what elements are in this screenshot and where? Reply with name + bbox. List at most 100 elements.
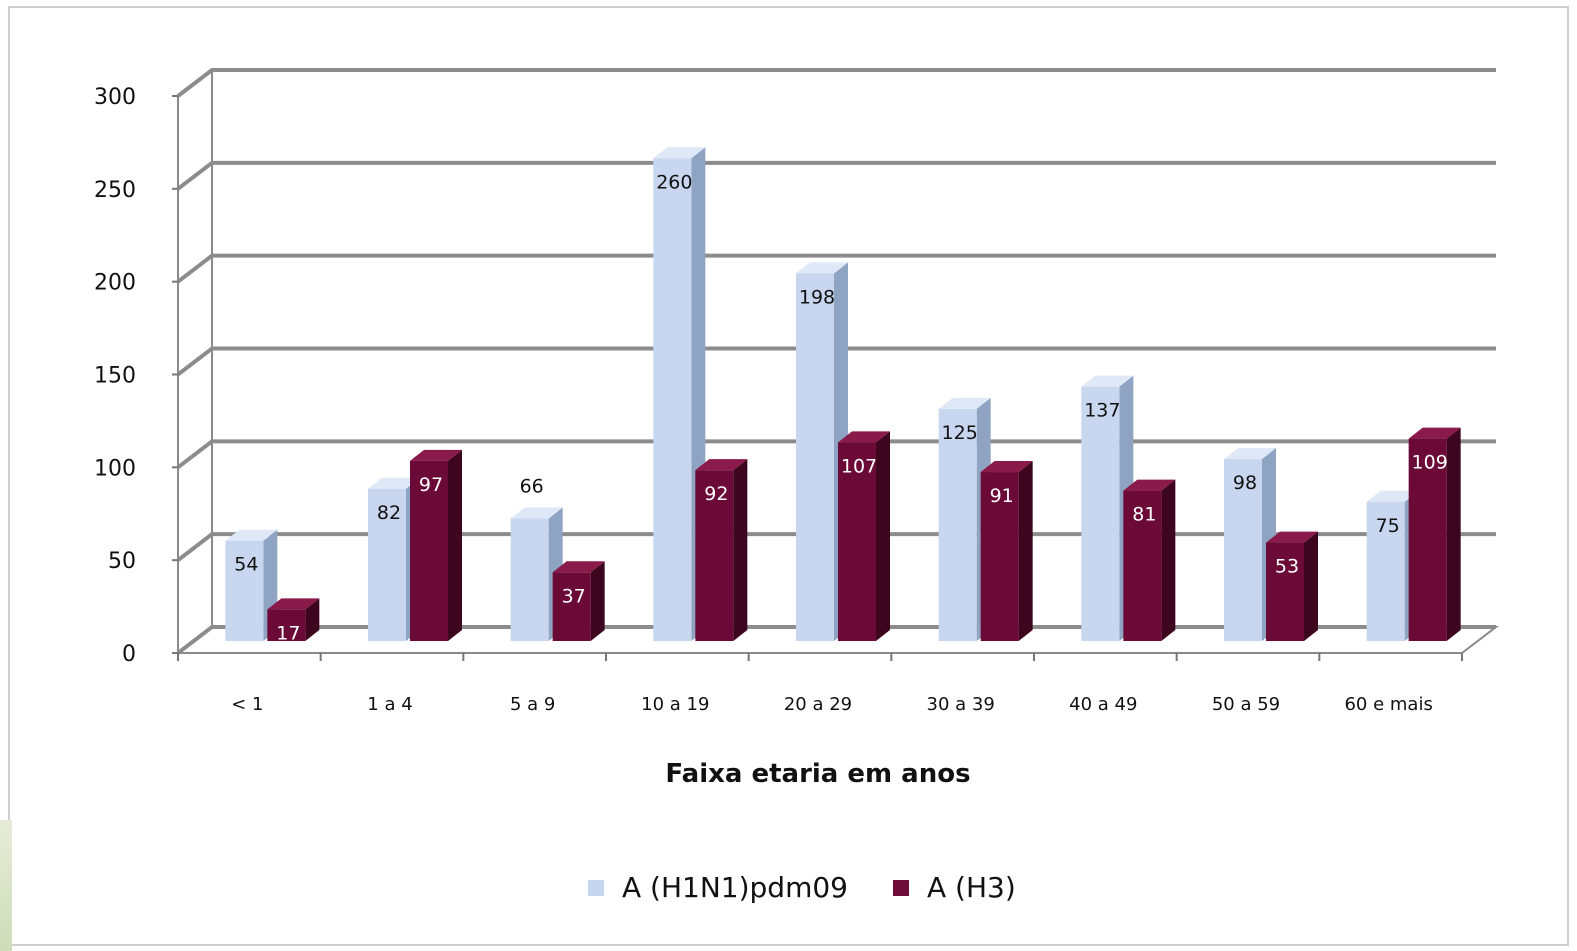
bar-front: [1366, 501, 1405, 641]
bar-top: [1366, 490, 1419, 502]
gridline: [176, 68, 1496, 98]
bar-front: [695, 470, 734, 641]
y-axis-ticks: 0 50 100 150 200 250 300: [94, 85, 178, 667]
x-category-label: 60 e mais: [1344, 694, 1432, 715]
bar-top: [1224, 448, 1276, 460]
bar: [267, 598, 320, 641]
data-label: 53: [1275, 556, 1299, 578]
data-label: 260: [656, 171, 692, 193]
data-label: 137: [1084, 400, 1120, 422]
data-label: 98: [1233, 472, 1257, 494]
gridline: [176, 253, 1496, 284]
bar: [1266, 531, 1318, 641]
gridlines: [176, 68, 1496, 655]
data-label: 107: [841, 455, 877, 477]
bar-front: [938, 408, 977, 641]
bar-front: [1081, 386, 1120, 641]
bars: 54 17 82 97 66 37 260 92 198 107 125 91 137 81 98 53 75 1…: [225, 147, 1461, 644]
bar-top: [980, 461, 1033, 473]
bar-front: [838, 442, 876, 641]
bar-side: [1446, 427, 1461, 641]
bar-top: [267, 598, 320, 610]
data-label: 91: [990, 485, 1014, 507]
x-category-label: < 1: [231, 694, 263, 715]
gridline: [176, 532, 1496, 562]
data-label: 109: [1412, 452, 1448, 474]
y-tick-label: 200: [94, 271, 136, 296]
legend: A (H1N1)pdm09 A (H3): [588, 871, 1016, 904]
bar-front: [267, 609, 306, 641]
data-label: 82: [377, 502, 401, 524]
bar-side: [305, 598, 320, 641]
bar-front: [1266, 542, 1304, 641]
bar-front: [225, 540, 264, 641]
bar-front: [1408, 438, 1447, 641]
gridline: [176, 160, 1496, 191]
x-axis-title: Faixa etaria em anos: [665, 759, 970, 789]
bar-side: [1018, 461, 1033, 641]
bar: [1123, 479, 1176, 641]
legend-swatch: [893, 880, 909, 896]
bar-front: [980, 472, 1019, 641]
decorative-edge: [0, 820, 12, 951]
x-axis-categories: < 1 1 a 4 5 a 9 10 a 19 20 a 29 30 a 39 40 a 4…: [177, 653, 1463, 715]
bar-top: [1266, 531, 1318, 543]
y-tick-label: 150: [94, 364, 136, 389]
bar-top: [1081, 375, 1134, 387]
y-tick-label: 50: [108, 549, 136, 574]
bar-side: [590, 561, 605, 641]
bar-side: [876, 431, 890, 641]
x-category-label: 1 a 4: [367, 694, 412, 715]
gridline: [176, 439, 1496, 469]
gridline: [176, 625, 1496, 655]
bar: [552, 561, 605, 641]
bar-front: [1224, 459, 1262, 641]
bar-front: [796, 273, 834, 641]
data-label: 17: [276, 622, 300, 644]
bar-top: [552, 561, 605, 573]
x-category-label: 40 a 49: [1069, 694, 1137, 715]
bar-top: [1123, 479, 1176, 491]
bar-front: [510, 518, 549, 641]
bar: [1408, 427, 1461, 641]
bar-side: [1161, 479, 1176, 641]
bar-top: [838, 431, 890, 443]
bar-top: [225, 529, 278, 541]
bar: [410, 449, 462, 641]
bar-top: [1408, 427, 1461, 439]
x-category-label: 50 a 59: [1212, 694, 1280, 715]
gridline: [176, 346, 1496, 377]
data-label: 198: [799, 286, 835, 308]
bar: [796, 262, 848, 641]
bar-top: [695, 459, 748, 471]
y-tick-label: 300: [94, 85, 136, 110]
x-category-label: 5 a 9: [510, 694, 555, 715]
bar-top: [796, 262, 848, 274]
bar-front: [653, 158, 692, 641]
bar-front: [1123, 490, 1162, 641]
data-label: 125: [942, 422, 978, 444]
bar: [980, 461, 1033, 641]
x-category-label: 20 a 29: [784, 694, 852, 715]
x-category-label: 30 a 39: [927, 694, 995, 715]
data-label: 37: [562, 585, 586, 607]
bar-side: [1304, 531, 1318, 641]
bar-side: [733, 459, 748, 641]
bar: [695, 459, 748, 641]
bar-front: [410, 460, 448, 641]
data-label: 75: [1376, 515, 1400, 537]
bar: [838, 431, 890, 641]
data-label: 54: [234, 554, 258, 576]
y-tick-label: 250: [94, 178, 136, 203]
y-tick-label: 0: [122, 642, 136, 667]
bar-top: [510, 507, 563, 519]
bar-top: [410, 449, 462, 461]
data-label: 66: [520, 475, 544, 497]
bar-front: [368, 488, 406, 641]
legend-label: A (H3): [927, 871, 1016, 904]
bar-front: [552, 572, 591, 641]
data-label: 81: [1132, 504, 1156, 526]
x-category-label: 10 a 19: [641, 694, 709, 715]
bar-top: [653, 147, 706, 159]
